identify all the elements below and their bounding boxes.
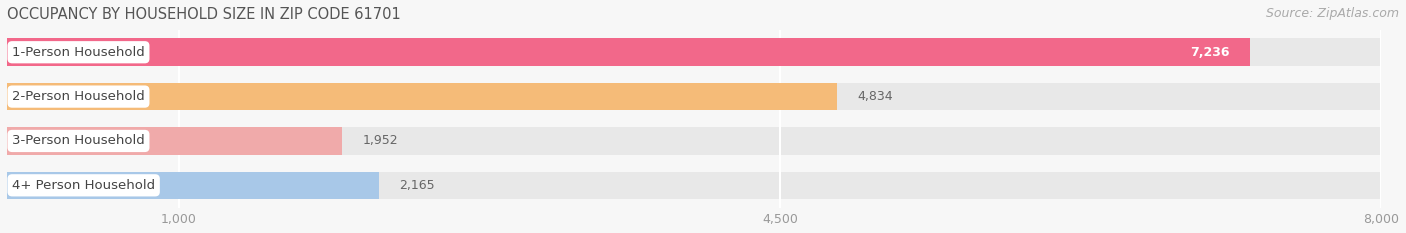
Bar <box>7 83 1381 110</box>
Text: 4+ Person Household: 4+ Person Household <box>13 179 155 192</box>
Text: 3-Person Household: 3-Person Household <box>13 134 145 147</box>
Text: 1-Person Household: 1-Person Household <box>13 46 145 59</box>
Text: 2-Person Household: 2-Person Household <box>13 90 145 103</box>
Text: 1,952: 1,952 <box>363 134 398 147</box>
Text: OCCUPANCY BY HOUSEHOLD SIZE IN ZIP CODE 61701: OCCUPANCY BY HOUSEHOLD SIZE IN ZIP CODE … <box>7 7 401 22</box>
Bar <box>7 83 837 110</box>
Bar <box>7 38 1250 66</box>
Bar <box>7 171 378 199</box>
Bar <box>7 171 1381 199</box>
Text: Source: ZipAtlas.com: Source: ZipAtlas.com <box>1265 7 1399 20</box>
Bar <box>7 127 342 155</box>
Text: 2,165: 2,165 <box>399 179 434 192</box>
Bar <box>7 38 1381 66</box>
Text: 4,834: 4,834 <box>858 90 893 103</box>
Text: 7,236: 7,236 <box>1189 46 1229 59</box>
Bar <box>7 127 1381 155</box>
